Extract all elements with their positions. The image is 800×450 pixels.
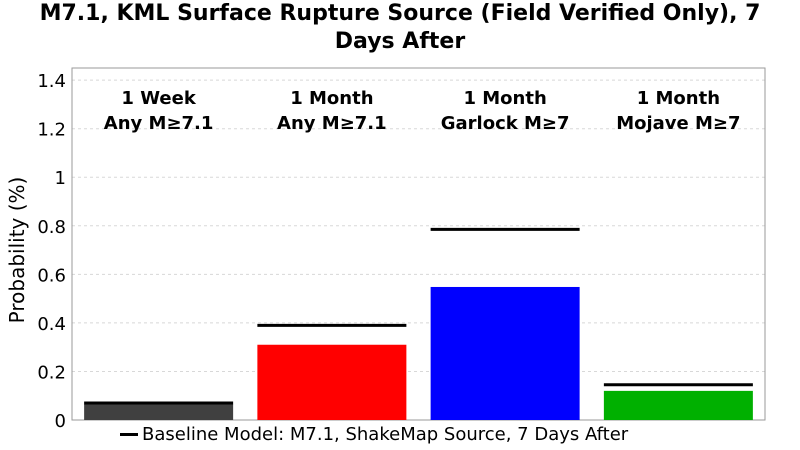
bar — [257, 344, 407, 420]
bar — [84, 404, 234, 420]
y-tick-label: 1.2 — [37, 120, 66, 141]
category-label-line1: 1 Month — [637, 88, 720, 109]
category-label-line1: 1 Month — [463, 88, 546, 109]
y-tick-label: 0 — [55, 411, 66, 432]
chart-title-line-1: M7.1, KML Surface Rupture Source (Field … — [39, 1, 761, 26]
category-label-line1: 1 Month — [290, 88, 373, 109]
y-tick-label: 1 — [55, 168, 66, 189]
chart-title-line-2: Days After — [334, 29, 466, 54]
legend-label: Baseline Model: M7.1, ShakeMap Source, 7… — [142, 424, 629, 445]
legend: Baseline Model: M7.1, ShakeMap Source, 7… — [120, 424, 628, 445]
category-label-line2: Any M≥7.1 — [277, 113, 387, 134]
category-label-line2: Any M≥7.1 — [104, 113, 214, 134]
bar — [603, 390, 753, 420]
y-axis-label: Probability (%) — [5, 177, 29, 324]
chart-title: M7.1, KML Surface Rupture Source (Field … — [0, 0, 800, 56]
plot-area-frame — [71, 67, 766, 421]
bar — [430, 286, 580, 420]
category-label-line1: 1 Week — [121, 88, 196, 109]
y-tick-label: 1.4 — [37, 71, 66, 92]
legend-line-swatch — [120, 433, 138, 436]
y-tick-label: 0.2 — [37, 362, 66, 383]
y-tick-label: 0.6 — [37, 265, 66, 286]
category-label-line2: Garlock M≥7 — [441, 113, 570, 134]
y-tick-label: 0.4 — [37, 314, 66, 335]
category-label-line2: Mojave M≥7 — [616, 113, 740, 134]
y-tick-label: 0.8 — [37, 217, 66, 238]
